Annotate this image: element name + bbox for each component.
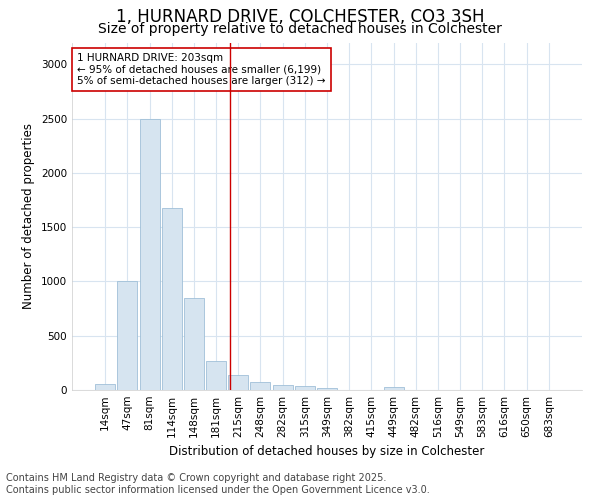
Text: 1 HURNARD DRIVE: 203sqm
← 95% of detached houses are smaller (6,199)
5% of semi-: 1 HURNARD DRIVE: 203sqm ← 95% of detache… bbox=[77, 53, 326, 86]
Bar bbox=[162, 208, 182, 390]
Bar bbox=[317, 388, 337, 390]
Bar bbox=[184, 298, 204, 390]
Bar bbox=[295, 386, 315, 390]
Bar bbox=[140, 118, 160, 390]
Y-axis label: Number of detached properties: Number of detached properties bbox=[22, 123, 35, 309]
Bar bbox=[250, 382, 271, 390]
Bar bbox=[118, 282, 137, 390]
Text: Size of property relative to detached houses in Colchester: Size of property relative to detached ho… bbox=[98, 22, 502, 36]
Bar bbox=[228, 375, 248, 390]
Bar bbox=[206, 360, 226, 390]
Bar bbox=[383, 386, 404, 390]
Bar bbox=[272, 385, 293, 390]
Text: Contains HM Land Registry data © Crown copyright and database right 2025.
Contai: Contains HM Land Registry data © Crown c… bbox=[6, 474, 430, 495]
Bar bbox=[95, 384, 115, 390]
X-axis label: Distribution of detached houses by size in Colchester: Distribution of detached houses by size … bbox=[169, 446, 485, 458]
Text: 1, HURNARD DRIVE, COLCHESTER, CO3 3SH: 1, HURNARD DRIVE, COLCHESTER, CO3 3SH bbox=[116, 8, 484, 26]
